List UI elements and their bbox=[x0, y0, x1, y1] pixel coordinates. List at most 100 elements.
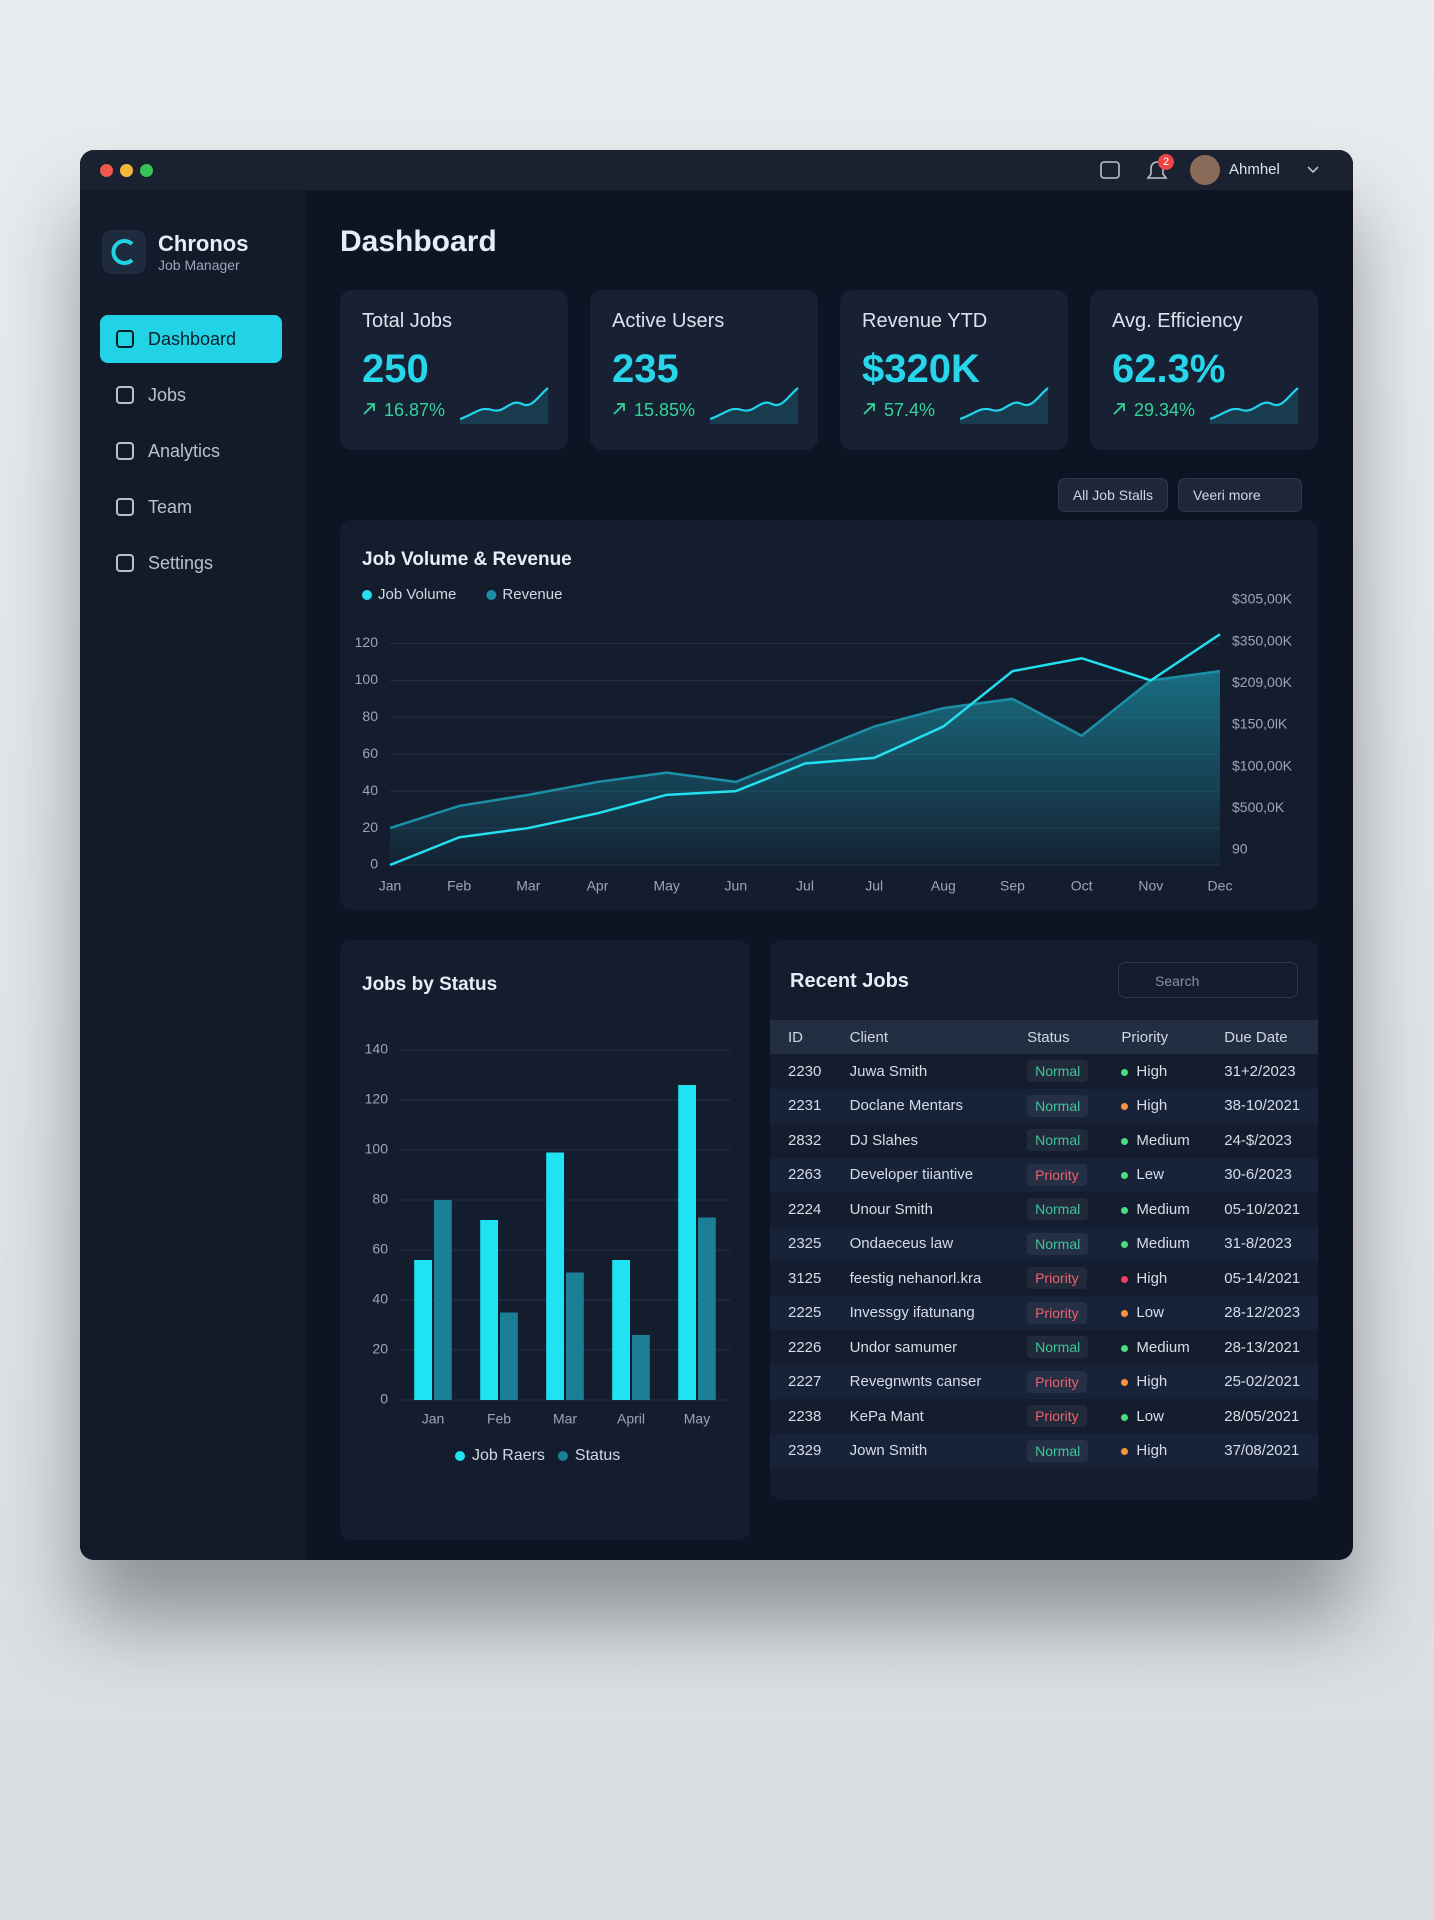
job-client: Revegnwnts canser bbox=[831, 1364, 1010, 1399]
trend-arrow bbox=[363, 403, 375, 415]
user-name[interactable]: Ahmhel bbox=[1229, 161, 1280, 178]
minimize-dot[interactable] bbox=[120, 164, 133, 177]
kpi-card: Revenue YTD $320K 57.4% bbox=[840, 290, 1068, 450]
kpi-card: Avg. Efficiency 62.3% 29.34% bbox=[1090, 290, 1318, 450]
job-due: 31-8/2023 bbox=[1206, 1226, 1318, 1261]
calendar-icon[interactable] bbox=[1100, 161, 1120, 179]
sparkline-line bbox=[960, 387, 1049, 421]
x-tick-label: Feb bbox=[447, 878, 471, 894]
column-header: ID bbox=[770, 1020, 832, 1054]
header-row: ID Client Status Priority Due Date bbox=[770, 1020, 1318, 1054]
nav-item[interactable]: Dashboard bbox=[100, 315, 282, 363]
header-actions: 2 Ahmhel bbox=[1100, 154, 1319, 185]
kpi-row: Total Jobs 250 16.87% Active Users 235 15.85%… bbox=[340, 290, 1318, 450]
priority-dot bbox=[1121, 1344, 1129, 1352]
y-tick-label: 40 bbox=[372, 1291, 388, 1307]
sparkline-line bbox=[710, 387, 799, 421]
job-due: 24-$/2023 bbox=[1224, 1131, 1292, 1149]
job-priority-cell: Medium bbox=[1103, 1123, 1206, 1158]
bar bbox=[566, 1272, 584, 1400]
notification-count: 2 bbox=[1163, 156, 1169, 168]
job-due: 38-10/2021 bbox=[1206, 1088, 1318, 1123]
y2-tick-label: 90 bbox=[1232, 841, 1248, 857]
job-row[interactable]: 2225 Invessgy ifatunang Priority Low 28-12/2… bbox=[770, 1295, 1318, 1330]
bar bbox=[632, 1335, 650, 1400]
nav-item[interactable]: Analytics bbox=[100, 427, 282, 475]
bar bbox=[500, 1312, 518, 1400]
job-id: 2230 bbox=[788, 1062, 822, 1080]
job-due: 28-13/2021 bbox=[1224, 1338, 1301, 1356]
logo bbox=[102, 230, 146, 274]
job-due: 30-6/2023 bbox=[1206, 1157, 1318, 1192]
job-due: 05-14/2021 bbox=[1224, 1269, 1301, 1287]
job-status-cell: Priority bbox=[1009, 1261, 1103, 1296]
status-pill: Normal bbox=[1027, 1198, 1089, 1221]
y2-tick-label: $500,0K bbox=[1232, 799, 1285, 815]
close-dot[interactable] bbox=[100, 164, 113, 177]
avatar[interactable] bbox=[1190, 155, 1220, 185]
bar bbox=[480, 1220, 498, 1400]
priority-dot bbox=[1121, 1413, 1129, 1421]
line-chart: Job Volume & Revenue 0 20 40 60 80 100 120 $305,… bbox=[355, 549, 1293, 894]
job-id: 2329 bbox=[770, 1433, 832, 1468]
job-priority-cell: High bbox=[1103, 1364, 1207, 1399]
y-tick-label: 140 bbox=[365, 1041, 389, 1057]
maximize-dot[interactable] bbox=[140, 164, 153, 177]
job-row[interactable]: 2230 Juwa Smith Normal High 31+2/2023 bbox=[770, 1054, 1318, 1089]
brand-subtitle: Job Manager bbox=[158, 257, 240, 273]
app-window: 2 Ahmhel Chronos Job Manager Dashboard Jo… bbox=[80, 150, 1353, 1560]
status-filter[interactable]: All Job Stalls bbox=[1057, 478, 1168, 512]
legend-swatch bbox=[455, 1451, 465, 1461]
x-tick-label: Mar bbox=[516, 878, 540, 894]
user-menu-chevron[interactable] bbox=[1307, 166, 1319, 174]
arrow-path bbox=[613, 403, 625, 415]
more-dropdown[interactable]: Veeri more bbox=[1178, 478, 1302, 512]
job-row[interactable]: 3125 feestig nehanorl.kra Priority High 05-1… bbox=[770, 1261, 1318, 1296]
search-box[interactable]: Search bbox=[1118, 962, 1298, 998]
kpi-value: $320K bbox=[862, 347, 980, 391]
priority-label: High bbox=[1136, 1269, 1168, 1287]
series-line bbox=[389, 669, 1221, 830]
nav-item[interactable]: Team bbox=[100, 483, 282, 531]
nav-icon bbox=[116, 554, 134, 572]
status-pill: Priority bbox=[1027, 1370, 1087, 1393]
priority-dot bbox=[1121, 1137, 1129, 1145]
job-row[interactable]: 2226 Undor samumer Normal Medium 28-13/2021 bbox=[770, 1330, 1318, 1365]
x-tick-label: Jul bbox=[796, 878, 814, 894]
job-row[interactable]: 2238 KePa Mant Priority Low 28/05/2021 bbox=[770, 1399, 1318, 1434]
page-title: Dashboard bbox=[340, 225, 497, 258]
bar bbox=[434, 1200, 452, 1400]
job-client: Invessgy ifatunang bbox=[831, 1295, 1010, 1330]
job-status-cell: Normal bbox=[1009, 1054, 1103, 1089]
job-row[interactable]: 2231 Doclane Mentars Normal High 38-10/2021 bbox=[770, 1088, 1318, 1123]
job-row[interactable]: 2224 Unour Smith Normal Medium 05-10/2021 bbox=[770, 1192, 1318, 1227]
kpi-value: 235 bbox=[612, 347, 679, 391]
bar bbox=[678, 1085, 696, 1400]
kpi-change: 16.87% bbox=[362, 400, 546, 421]
x-tick-label: Jul bbox=[865, 878, 883, 894]
job-row[interactable]: 2329 Jown Smith Normal High 37/08/2021 bbox=[770, 1433, 1318, 1468]
jobs-table: ID Client Status Priority Due Date 2230 Juwa S… bbox=[770, 1020, 1318, 1468]
notification-badge bbox=[1158, 154, 1174, 170]
y2-tick-label: $209,00K bbox=[1232, 674, 1293, 690]
job-row[interactable]: 2325 Ondaeceus law Normal Medium 31-8/2023 bbox=[770, 1226, 1318, 1261]
job-row[interactable]: 2227 Revegnwnts canser Priority High 25-02/2… bbox=[770, 1364, 1318, 1399]
kpi-change: 57.4% bbox=[862, 400, 1046, 421]
job-row[interactable]: 2263 Developer tiiantive Priority Lew 30-6/2… bbox=[770, 1157, 1318, 1192]
nav-item[interactable]: Jobs bbox=[100, 371, 282, 419]
sparkline bbox=[710, 387, 799, 424]
sparkline-area bbox=[460, 388, 548, 424]
sparkline bbox=[1210, 387, 1299, 424]
job-row[interactable]: 2832 DJ Slahes Normal Medium 24-$/2023 bbox=[770, 1123, 1318, 1158]
bar bbox=[546, 1152, 564, 1400]
title-bar: 2 Ahmhel bbox=[80, 150, 1353, 190]
arrow-path bbox=[1113, 403, 1125, 415]
status-pill: Priority bbox=[1027, 1405, 1087, 1428]
y-tick-label: 120 bbox=[355, 634, 379, 650]
nav-item[interactable]: Settings bbox=[100, 539, 282, 587]
job-status-cell: Priority bbox=[1009, 1364, 1104, 1399]
kpi-change: 29.34% bbox=[1112, 400, 1296, 421]
kpi-label: Avg. Efficiency bbox=[1112, 310, 1243, 332]
job-client: DJ Slahes bbox=[849, 1131, 919, 1149]
